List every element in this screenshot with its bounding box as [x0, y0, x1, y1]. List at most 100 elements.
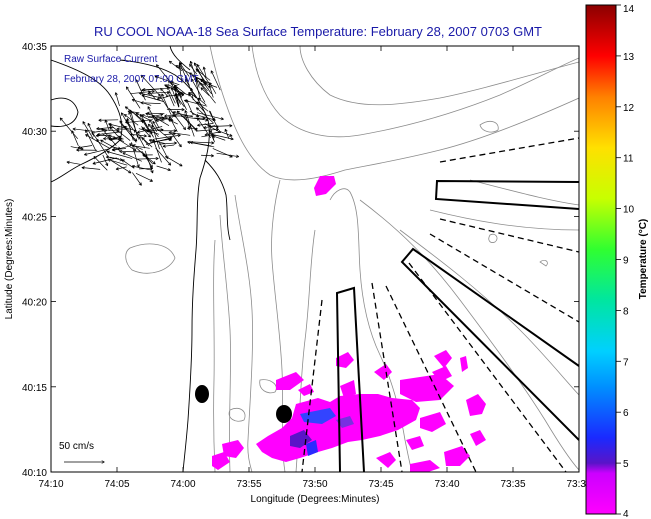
current-vector	[93, 129, 108, 133]
current-vector	[201, 133, 215, 138]
map-title: RU COOL NOAA-18 Sea Surface Temperature:…	[94, 24, 542, 39]
current-vector	[181, 116, 209, 122]
current-vector	[155, 147, 172, 166]
current-vector	[76, 148, 98, 152]
current-vector	[167, 90, 175, 107]
current-vector	[161, 93, 172, 115]
colorbar-tick-label: 7	[623, 357, 629, 368]
colorbar-tick-label: 11	[623, 154, 634, 165]
current-vector	[132, 172, 142, 186]
current-vector	[125, 119, 153, 124]
current-vector	[152, 138, 162, 163]
current-vector	[98, 118, 119, 122]
current-vector	[141, 137, 150, 147]
current-vector	[191, 78, 206, 103]
current-vector	[184, 110, 195, 137]
current-vector	[92, 157, 117, 165]
current-vector	[59, 117, 79, 140]
current-vector	[70, 146, 84, 151]
current-vector	[66, 160, 81, 165]
current-vector	[212, 148, 233, 158]
current-vector	[189, 110, 200, 118]
current-vector	[195, 68, 211, 81]
current-vector	[130, 133, 147, 138]
current-vector	[137, 126, 163, 134]
current-vector	[72, 127, 95, 132]
current-vector	[109, 156, 123, 162]
current-vector	[124, 106, 144, 121]
current-vector	[176, 110, 197, 131]
coastline	[51, 46, 231, 472]
current-vector	[154, 133, 181, 140]
current-vector	[142, 153, 153, 157]
current-vector	[93, 156, 108, 171]
station-marker	[276, 405, 292, 423]
y-axis-label: Latitude (Degrees:Minutes)	[4, 199, 15, 320]
x-axis: 74:10 74:05 74:00 73:55 73:50 73:45 73:40 73:35…	[38, 46, 592, 490]
colorbar-tick-label: 5	[623, 459, 629, 470]
x-tick-label: 73:35	[500, 479, 525, 490]
current-vector	[96, 138, 109, 158]
current-vector	[149, 119, 157, 132]
current-vector	[191, 74, 210, 84]
current-vector	[106, 150, 133, 159]
current-vector	[189, 60, 200, 88]
current-vector	[126, 118, 134, 141]
current-vector	[115, 166, 127, 171]
colorbar-tick-label: 8	[623, 306, 629, 317]
current-vector	[224, 128, 230, 139]
current-vector	[116, 127, 128, 131]
current-vector	[200, 87, 210, 96]
current-vector	[172, 111, 194, 118]
current-vector	[101, 133, 113, 141]
y-tick-label: 40:35	[22, 42, 47, 53]
colorbar-tick-label: 10	[623, 205, 635, 216]
current-vector	[131, 142, 140, 168]
current-vector	[139, 113, 154, 138]
current-vector	[196, 101, 209, 112]
x-tick-label: 73:45	[368, 479, 393, 490]
current-label: Raw Surface Current	[64, 54, 158, 65]
current-vector	[81, 166, 101, 170]
current-vector	[201, 154, 214, 158]
current-vector	[102, 154, 109, 167]
current-vector	[112, 144, 136, 152]
current-vector	[168, 131, 191, 136]
current-vector	[123, 113, 139, 126]
current-vector	[103, 137, 124, 141]
current-vector	[197, 123, 214, 127]
current-vector	[200, 78, 210, 88]
y-tick-label: 40:15	[22, 383, 47, 394]
current-vector	[166, 108, 185, 112]
current-vector	[147, 106, 160, 129]
current-vector	[109, 158, 132, 174]
current-vector	[171, 132, 182, 148]
current-vector	[135, 172, 153, 182]
shipping-lanes	[335, 179, 579, 472]
current-vector	[160, 87, 168, 97]
y-axis: 40:10 40:15 40:20 40:25 40:30 40:35	[22, 42, 579, 479]
current-vector	[104, 119, 110, 131]
separation-dashes	[301, 137, 579, 472]
current-vector	[158, 93, 169, 110]
current-vector	[187, 126, 198, 130]
x-tick-label: 74:05	[104, 479, 129, 490]
current-vector	[158, 140, 169, 160]
current-vector	[135, 112, 151, 121]
current-vector	[168, 60, 183, 72]
current-vector	[138, 136, 146, 149]
current-vector	[155, 117, 171, 122]
current-vector	[154, 75, 180, 86]
x-tick-label: 73:50	[302, 479, 327, 490]
colorbar-tick-label: 14	[623, 4, 635, 15]
current-vector	[122, 152, 142, 162]
current-vector	[146, 111, 165, 115]
current-vector	[211, 124, 233, 128]
current-vector	[168, 116, 178, 132]
station-marker	[195, 385, 209, 403]
current-vector	[130, 89, 155, 95]
x-axis-label: Longitude (Degrees:Minutes)	[251, 494, 380, 505]
scale-label: 50 cm/s	[59, 441, 94, 452]
current-vector	[129, 110, 138, 138]
